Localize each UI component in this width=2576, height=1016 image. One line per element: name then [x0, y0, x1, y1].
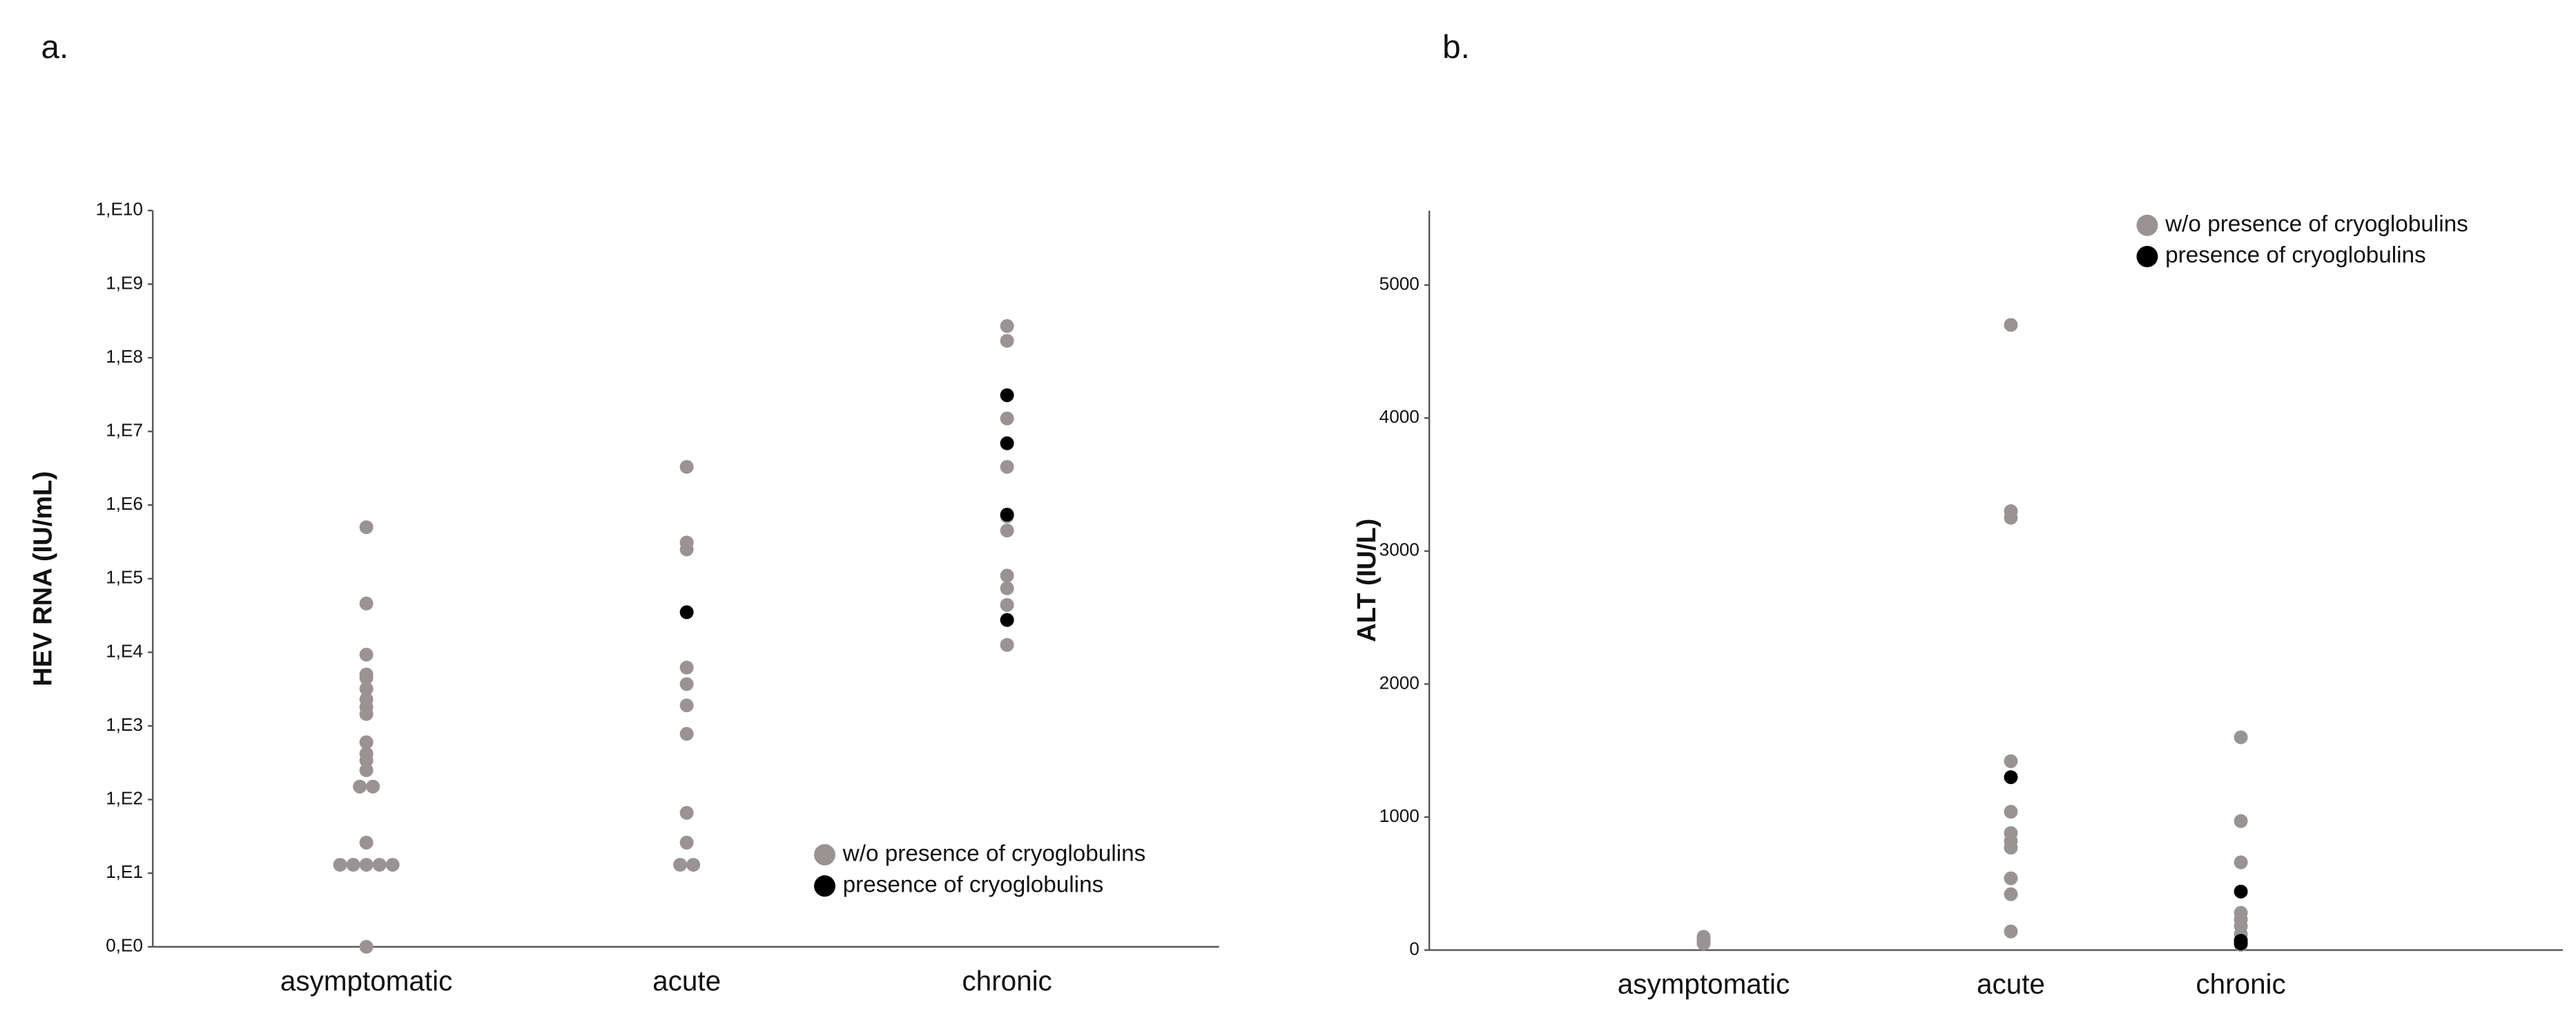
- data-point: [333, 858, 347, 872]
- data-point: [1000, 459, 1014, 474]
- data-point: [359, 858, 374, 872]
- data-point: [2234, 936, 2248, 950]
- data-point: [353, 779, 367, 794]
- data-point: [2234, 855, 2248, 870]
- data-point: [2004, 887, 2018, 901]
- data-point: [359, 763, 374, 778]
- y-tick-label: 1,E8: [106, 346, 143, 367]
- y-tick-label: 0: [1409, 938, 1420, 959]
- data-point: [679, 542, 694, 557]
- y-tick-label: 1,E3: [106, 714, 143, 735]
- data-point: [366, 779, 380, 794]
- data-point: [359, 520, 374, 535]
- x-tick-label: chronic: [962, 965, 1052, 997]
- data-point: [1000, 568, 1014, 583]
- panel-label: b.: [1442, 29, 1470, 66]
- x-tick-label: chronic: [2196, 968, 2285, 1000]
- data-point: [359, 671, 374, 685]
- y-tick-label: 1,E9: [106, 272, 143, 293]
- x-tick-label: acute: [652, 965, 721, 997]
- data-point: [2004, 510, 2018, 525]
- data-point: [359, 835, 374, 850]
- legend-marker: [2136, 245, 2158, 267]
- data-point: [1000, 613, 1014, 627]
- data-point: [679, 677, 694, 691]
- data-point: [346, 858, 360, 872]
- data-point: [385, 858, 400, 872]
- data-point: [359, 596, 374, 611]
- x-tick-label: asymptomatic: [1618, 968, 1790, 1000]
- y-tick-label: 1,E4: [106, 640, 143, 661]
- data-point: [359, 735, 374, 749]
- data-point: [679, 660, 694, 675]
- legend-marker: [2136, 214, 2158, 236]
- panel-label: a.: [41, 29, 68, 66]
- legend-label: w/o presence of cryoglobulins: [2165, 211, 2468, 237]
- data-point: [2004, 318, 2018, 332]
- data-point: [1000, 524, 1014, 538]
- x-tick-label: asymptomatic: [280, 965, 452, 997]
- data-point: [673, 858, 688, 872]
- data-point: [1000, 334, 1014, 348]
- data-point: [2234, 814, 2248, 828]
- data-point: [1000, 508, 1014, 522]
- data-point: [686, 858, 701, 872]
- data-point: [2004, 871, 2018, 885]
- y-tick-label: 1,E2: [106, 788, 143, 809]
- data-point: [2234, 730, 2248, 745]
- data-point: [2004, 841, 2018, 855]
- data-point: [679, 805, 694, 820]
- data-point: [1696, 936, 1711, 950]
- data-point: [679, 459, 694, 474]
- legend-label: presence of cryoglobulins: [2165, 242, 2426, 268]
- y-tick-label: 0,E0: [106, 935, 143, 956]
- data-point: [359, 707, 374, 721]
- data-point: [1000, 597, 1014, 612]
- y-tick-label: 1,E7: [106, 420, 143, 441]
- legend-label: presence of cryoglobulins: [843, 872, 1104, 898]
- y-tick-label: 1,E1: [106, 861, 143, 882]
- data-point: [359, 647, 374, 662]
- data-point: [679, 605, 694, 620]
- x-tick-label: acute: [1977, 968, 2045, 1000]
- data-point: [1000, 411, 1014, 425]
- legend-label: w/o presence of cryoglobulins: [842, 841, 1146, 866]
- y-tick-label: 2000: [1379, 672, 1420, 693]
- data-point: [2004, 805, 2018, 819]
- data-point: [359, 682, 374, 696]
- data-point: [359, 753, 374, 767]
- data-point: [2004, 924, 2018, 939]
- y-axis-label: ALT (IU/L): [1353, 519, 1382, 642]
- y-tick-label: 1,E6: [106, 493, 143, 514]
- legend-marker: [814, 844, 835, 866]
- data-point: [1000, 436, 1014, 450]
- y-tick-label: 3000: [1379, 539, 1420, 560]
- data-point: [2234, 884, 2248, 899]
- y-tick-label: 4000: [1379, 406, 1420, 427]
- data-point: [359, 939, 374, 954]
- data-point: [1000, 581, 1014, 595]
- y-tick-label: 1000: [1379, 805, 1420, 826]
- data-point: [679, 835, 694, 850]
- data-point: [1000, 388, 1014, 403]
- y-tick-label: 1,E5: [106, 567, 143, 588]
- data-point: [1000, 319, 1014, 334]
- y-axis-label: HEV RNA (IU/mL): [28, 471, 57, 687]
- data-point: [2004, 770, 2018, 785]
- data-point: [372, 858, 387, 872]
- y-tick-label: 5000: [1379, 274, 1420, 294]
- legend-marker: [814, 875, 835, 897]
- data-point: [1000, 638, 1014, 652]
- y-tick-label: 1,E10: [96, 199, 143, 220]
- data-point: [679, 698, 694, 713]
- data-point: [2004, 754, 2018, 769]
- data-point: [679, 727, 694, 741]
